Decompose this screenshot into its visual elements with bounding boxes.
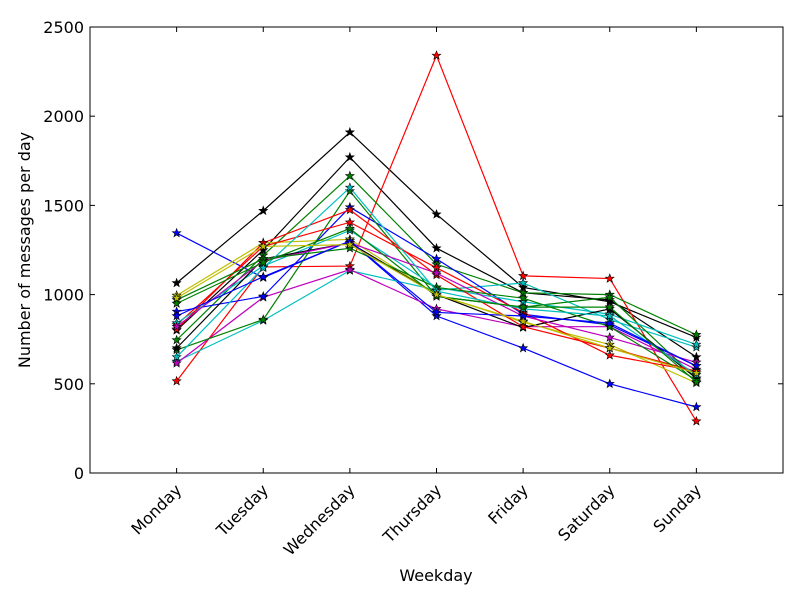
data-point-marker bbox=[171, 334, 182, 345]
y-tick-label: 1500 bbox=[43, 196, 84, 215]
data-point-marker bbox=[171, 277, 182, 288]
data-point-marker bbox=[171, 227, 182, 238]
data-point-marker bbox=[431, 253, 442, 264]
y-tick-label: 0 bbox=[74, 464, 84, 483]
data-point-marker bbox=[171, 375, 182, 386]
data-point-marker bbox=[691, 367, 702, 378]
data-point-marker bbox=[604, 317, 615, 328]
data-point-marker bbox=[344, 126, 355, 137]
y-tick-label: 1000 bbox=[43, 286, 84, 305]
data-point-marker bbox=[344, 182, 355, 192]
data-point-marker bbox=[258, 205, 269, 216]
data-point-marker bbox=[431, 208, 442, 219]
x-axis-title: Weekday bbox=[399, 566, 472, 585]
data-point-marker bbox=[171, 351, 182, 362]
data-point-marker bbox=[431, 289, 442, 299]
data-point-marker bbox=[518, 301, 529, 312]
data-point-marker bbox=[604, 378, 615, 389]
data-point-marker bbox=[171, 357, 182, 368]
data-point-marker bbox=[431, 267, 442, 278]
y-axis-title: Number of messages per day bbox=[15, 132, 34, 368]
data-point-marker bbox=[604, 301, 615, 312]
data-point-marker bbox=[518, 277, 529, 288]
y-tick-label: 2500 bbox=[43, 18, 84, 37]
data-point-marker bbox=[691, 401, 702, 412]
series-layer bbox=[171, 50, 702, 426]
data-point-marker bbox=[344, 185, 355, 196]
data-point-marker bbox=[431, 307, 442, 317]
data-point-marker bbox=[344, 223, 355, 233]
series-20 bbox=[171, 239, 702, 378]
data-point-marker bbox=[431, 310, 442, 321]
data-point-marker bbox=[431, 242, 442, 253]
data-point-marker bbox=[691, 415, 702, 426]
data-point-marker bbox=[518, 292, 529, 303]
data-point-marker bbox=[518, 316, 529, 326]
data-point-marker bbox=[691, 339, 702, 349]
data-point-marker bbox=[604, 349, 615, 360]
data-point-marker bbox=[604, 273, 615, 283]
data-point-marker bbox=[344, 264, 355, 274]
data-point-marker bbox=[171, 292, 182, 303]
data-point-marker bbox=[344, 151, 355, 162]
data-point-marker bbox=[344, 170, 355, 181]
data-point-marker bbox=[171, 342, 182, 353]
data-point-marker bbox=[258, 291, 269, 301]
data-point-marker bbox=[171, 310, 182, 321]
data-point-marker bbox=[518, 342, 529, 353]
data-point-marker bbox=[431, 50, 442, 60]
data-point-marker bbox=[691, 329, 702, 340]
data-point-marker bbox=[258, 271, 269, 282]
data-point-marker bbox=[344, 204, 355, 215]
data-point-marker bbox=[518, 321, 529, 332]
data-point-marker bbox=[258, 241, 269, 251]
y-tick-label: 2000 bbox=[43, 107, 84, 126]
data-point-marker bbox=[258, 257, 269, 267]
data-point-marker bbox=[258, 262, 269, 273]
data-point-marker bbox=[344, 239, 355, 249]
y-tick-label: 500 bbox=[53, 375, 84, 394]
data-point-marker bbox=[691, 376, 702, 387]
data-point-marker bbox=[604, 291, 615, 302]
data-point-marker bbox=[258, 314, 269, 324]
data-point-marker bbox=[171, 298, 182, 308]
data-point-marker bbox=[171, 321, 182, 332]
data-point-marker bbox=[604, 342, 615, 353]
data-point-marker bbox=[604, 332, 615, 342]
